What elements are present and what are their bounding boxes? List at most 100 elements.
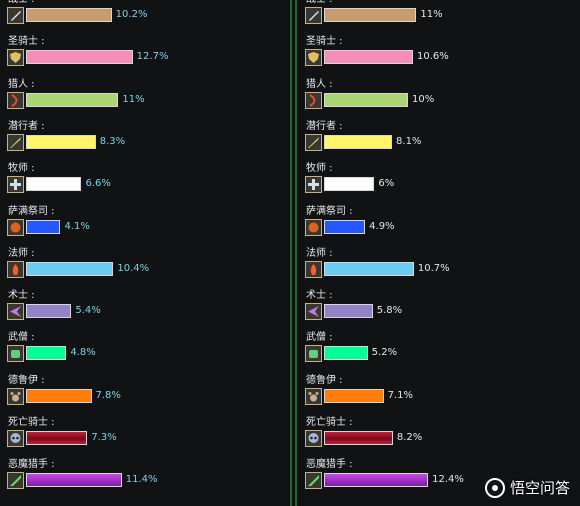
chart-bar bbox=[26, 473, 122, 488]
chart-row: 死亡骑士 : 7.3% bbox=[6, 417, 290, 459]
cross-icon bbox=[7, 176, 24, 194]
totem-icon bbox=[7, 218, 24, 236]
chart-right: 战士 : 11% 圣骑士 : 10.6% 猎人 : 10% 潜行者 : 8.1% 牧师 : 6% 萨… bbox=[298, 0, 580, 506]
fire-icon bbox=[305, 260, 322, 278]
value-label: 12.4% bbox=[432, 474, 464, 486]
chart-row: 武僧 : 4.8% bbox=[6, 332, 290, 374]
chart-bar bbox=[26, 261, 114, 276]
chart-row: 术士 : 5.4% bbox=[6, 290, 290, 332]
chart-row: 战士 : 10.2% bbox=[6, 0, 290, 36]
class-label: 战士 : bbox=[8, 0, 35, 6]
chart-bar bbox=[324, 8, 417, 22]
chart-bar bbox=[324, 50, 414, 65]
value-label: 6% bbox=[378, 178, 395, 190]
value-label: 8.1% bbox=[396, 135, 422, 147]
chart-row: 萨满祭司 : 4.9% bbox=[304, 206, 580, 248]
value-label: 7.8% bbox=[95, 389, 121, 401]
value-label: 10.7% bbox=[417, 262, 450, 274]
value-label: 12.7% bbox=[136, 51, 169, 63]
value-label: 7.1% bbox=[387, 389, 414, 401]
chart-bar bbox=[26, 346, 67, 361]
class-label: 术士 : bbox=[8, 290, 35, 302]
bow-icon bbox=[7, 91, 24, 109]
chart-bar bbox=[324, 346, 368, 361]
blade-icon bbox=[7, 472, 24, 490]
shield-icon bbox=[305, 49, 322, 67]
value-label: 4.8% bbox=[70, 347, 96, 359]
chart-row: 猎人 : 11% bbox=[6, 79, 290, 121]
fire-icon bbox=[7, 260, 24, 278]
value-label: 4.1% bbox=[64, 220, 90, 232]
chart-row: 术士 : 5.8% bbox=[304, 290, 580, 332]
value-label: 11% bbox=[122, 93, 145, 105]
chart-row: 牧师 : 6% bbox=[304, 163, 580, 205]
class-label: 武僧 : bbox=[306, 332, 333, 344]
chart-bar bbox=[324, 261, 414, 276]
fist-icon bbox=[305, 345, 322, 363]
chart-bar bbox=[324, 177, 375, 192]
skull-icon bbox=[7, 430, 24, 447]
chart-row: 法师 : 10.4% bbox=[6, 248, 290, 290]
value-label: 5.4% bbox=[75, 305, 101, 317]
fist-icon bbox=[7, 345, 24, 363]
class-label: 死亡骑士 : bbox=[8, 417, 55, 428]
class-label: 萨满祭司 : bbox=[306, 205, 353, 217]
class-label: 死亡骑士 : bbox=[306, 417, 353, 428]
chart-bar bbox=[26, 8, 112, 22]
chart-bar bbox=[324, 92, 408, 107]
chart-bar bbox=[26, 219, 61, 234]
chart-bar bbox=[26, 431, 88, 445]
dagger-icon bbox=[305, 133, 322, 151]
wukong-logo-icon bbox=[484, 477, 505, 498]
class-label: 潜行者 : bbox=[8, 120, 45, 132]
value-label: 11% bbox=[420, 9, 443, 20]
class-label: 猎人 : bbox=[306, 78, 333, 90]
chart-row: 战士 : 11% bbox=[304, 0, 580, 36]
watermark: 悟空问答 bbox=[484, 477, 570, 498]
value-label: 10.6% bbox=[417, 51, 449, 63]
chart-bar bbox=[324, 304, 373, 319]
chart-row: 法师 : 10.7% bbox=[304, 248, 580, 290]
shadow-icon bbox=[305, 303, 322, 321]
chart-bar bbox=[26, 388, 92, 403]
chart-left: 战士 : 10.2% 圣骑士 : 12.7% 猎人 : 11% 潜行者 : 8.3% 牧师 : 6… bbox=[6, 0, 290, 490]
chart-row: 牧师 : 6.6% bbox=[6, 163, 290, 205]
chart-bar bbox=[324, 388, 384, 403]
chart-row: 德鲁伊 : 7.8% bbox=[6, 375, 290, 417]
value-label: 10.4% bbox=[117, 262, 150, 274]
class-label: 德鲁伊 : bbox=[306, 374, 343, 386]
class-label: 圣骑士 : bbox=[8, 36, 45, 48]
shield-icon bbox=[7, 49, 24, 67]
class-label: 牧师 : bbox=[8, 163, 35, 175]
class-label: 牧师 : bbox=[306, 163, 333, 175]
chart-bar bbox=[324, 219, 366, 234]
class-label: 战士 : bbox=[306, 0, 333, 6]
shadow-icon bbox=[7, 303, 24, 321]
class-label: 德鲁伊 : bbox=[8, 374, 45, 386]
value-label: 6.6% bbox=[85, 178, 111, 190]
chart-bar bbox=[26, 92, 119, 107]
chart-bar bbox=[26, 304, 72, 319]
panel-divider bbox=[290, 0, 292, 506]
value-label: 11.4% bbox=[125, 474, 158, 486]
chart-bar bbox=[324, 431, 393, 445]
class-label: 武僧 : bbox=[8, 332, 35, 344]
chart-row: 死亡骑士 : 8.2% bbox=[304, 417, 580, 459]
sword-icon bbox=[7, 7, 24, 24]
class-label: 恶魔猎手 : bbox=[306, 459, 353, 471]
chart-row: 圣骑士 : 12.7% bbox=[6, 36, 290, 78]
chart-bar bbox=[26, 177, 82, 192]
watermark-text: 悟空问答 bbox=[509, 479, 570, 497]
totem-icon bbox=[305, 218, 322, 236]
chart-row: 武僧 : 5.2% bbox=[304, 332, 580, 374]
value-label: 8.2% bbox=[396, 432, 423, 443]
class-label: 萨满祭司 : bbox=[8, 205, 55, 217]
panel-divider bbox=[295, 0, 297, 506]
value-label: 10.2% bbox=[115, 9, 148, 20]
value-label: 7.3% bbox=[91, 432, 117, 443]
chart-row: 德鲁伊 : 7.1% bbox=[304, 375, 580, 417]
sword-icon bbox=[305, 7, 322, 24]
class-label: 潜行者 : bbox=[306, 120, 343, 132]
chart-row: 萨满祭司 : 4.1% bbox=[6, 206, 290, 248]
chart-bar bbox=[324, 134, 393, 149]
